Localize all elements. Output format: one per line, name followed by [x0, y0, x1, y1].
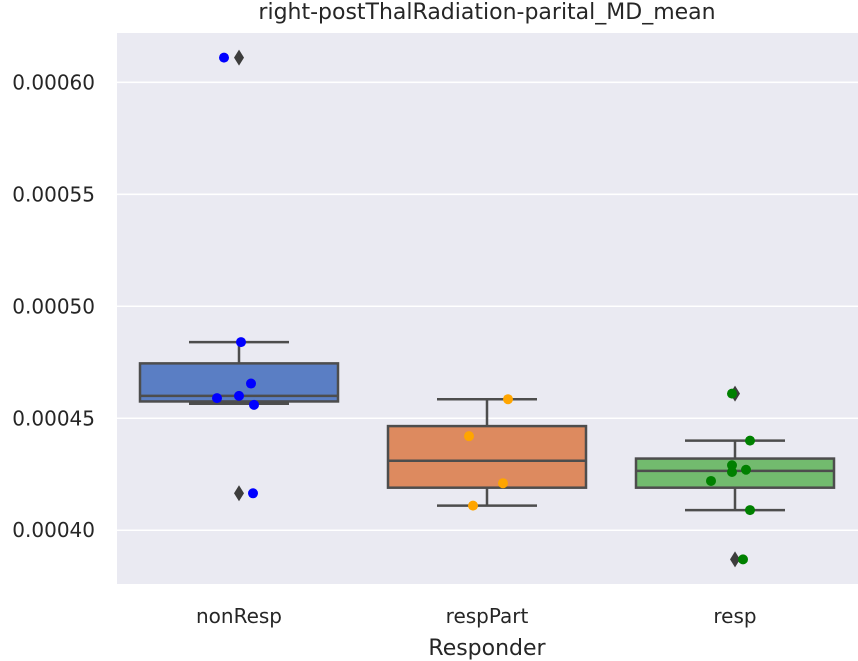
- data-point: [219, 52, 229, 63]
- y-tick-label: 0.00050: [12, 294, 95, 318]
- outlier-marker: [730, 551, 740, 568]
- outlier-marker: [234, 485, 244, 502]
- data-point: [738, 554, 748, 565]
- chart-title: right-postThalRadiation-parital_MD_mean: [258, 0, 715, 25]
- points-group: [212, 52, 755, 565]
- data-point: [236, 337, 246, 348]
- data-point: [212, 393, 222, 404]
- x-tick-label: respPart: [446, 604, 529, 628]
- data-point: [248, 488, 258, 499]
- box-respPart: [386, 397, 588, 507]
- data-point: [745, 505, 755, 516]
- x-axis-label: Responder: [428, 636, 546, 661]
- y-tick-label: 0.00040: [12, 518, 95, 542]
- data-point: [498, 478, 508, 489]
- outlier-marker: [234, 49, 244, 66]
- x-tick-label: nonResp: [196, 604, 282, 628]
- data-point: [706, 475, 716, 486]
- data-point: [727, 388, 737, 399]
- data-point: [234, 390, 244, 401]
- data-point: [249, 399, 259, 410]
- y-tick-label: 0.00045: [12, 406, 95, 430]
- y-tick-labels: 0.00040 0.00045 0.00050 0.00055 0.00060: [12, 70, 95, 542]
- data-point: [503, 394, 513, 405]
- data-point: [468, 500, 478, 511]
- data-point: [464, 431, 474, 442]
- data-point: [741, 464, 751, 475]
- box-iqr: [386, 424, 588, 489]
- data-point: [727, 467, 737, 478]
- data-point: [745, 435, 755, 446]
- data-point: [246, 378, 256, 389]
- x-tick-labels: nonResp respPart resp: [196, 604, 757, 628]
- x-tick-label: resp: [713, 604, 756, 628]
- y-tick-label: 0.00060: [12, 70, 95, 94]
- y-tick-label: 0.00055: [12, 182, 95, 206]
